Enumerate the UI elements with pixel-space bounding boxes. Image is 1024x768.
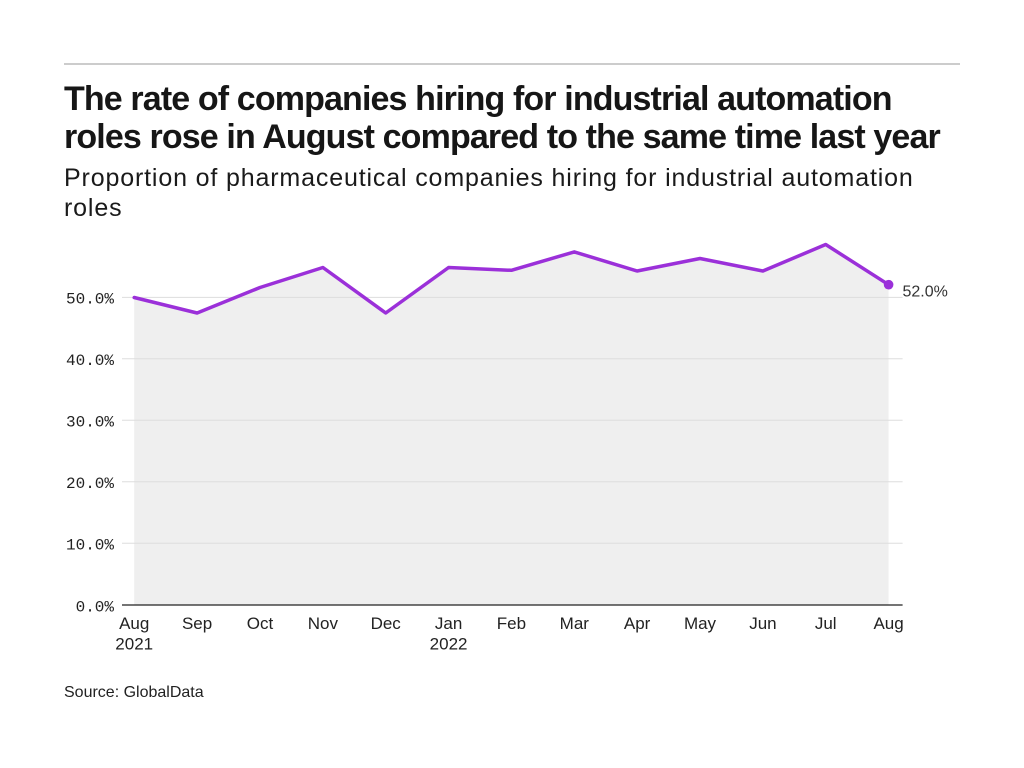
svg-text:10.0%: 10.0% (66, 537, 114, 555)
svg-text:0.0%: 0.0% (76, 599, 115, 617)
svg-text:2021: 2021 (115, 635, 153, 654)
svg-text:Oct: Oct (247, 614, 274, 633)
svg-text:52.0%: 52.0% (903, 284, 948, 301)
svg-text:2022: 2022 (430, 635, 468, 654)
svg-text:40.0%: 40.0% (66, 352, 114, 370)
svg-text:Jan: Jan (435, 614, 462, 633)
svg-text:Mar: Mar (560, 614, 590, 633)
svg-text:Aug: Aug (119, 614, 149, 633)
svg-text:30.0%: 30.0% (66, 414, 114, 432)
svg-text:20.0%: 20.0% (66, 475, 114, 493)
svg-text:Jul: Jul (815, 614, 837, 633)
svg-text:50.0%: 50.0% (66, 291, 114, 309)
svg-text:Feb: Feb (497, 614, 526, 633)
svg-text:May: May (684, 614, 717, 633)
svg-text:Dec: Dec (371, 614, 402, 633)
svg-text:Nov: Nov (308, 614, 339, 633)
svg-text:Sep: Sep (182, 614, 212, 633)
svg-text:Jun: Jun (749, 614, 776, 633)
svg-text:Aug: Aug (873, 614, 903, 633)
svg-text:Apr: Apr (624, 614, 651, 633)
